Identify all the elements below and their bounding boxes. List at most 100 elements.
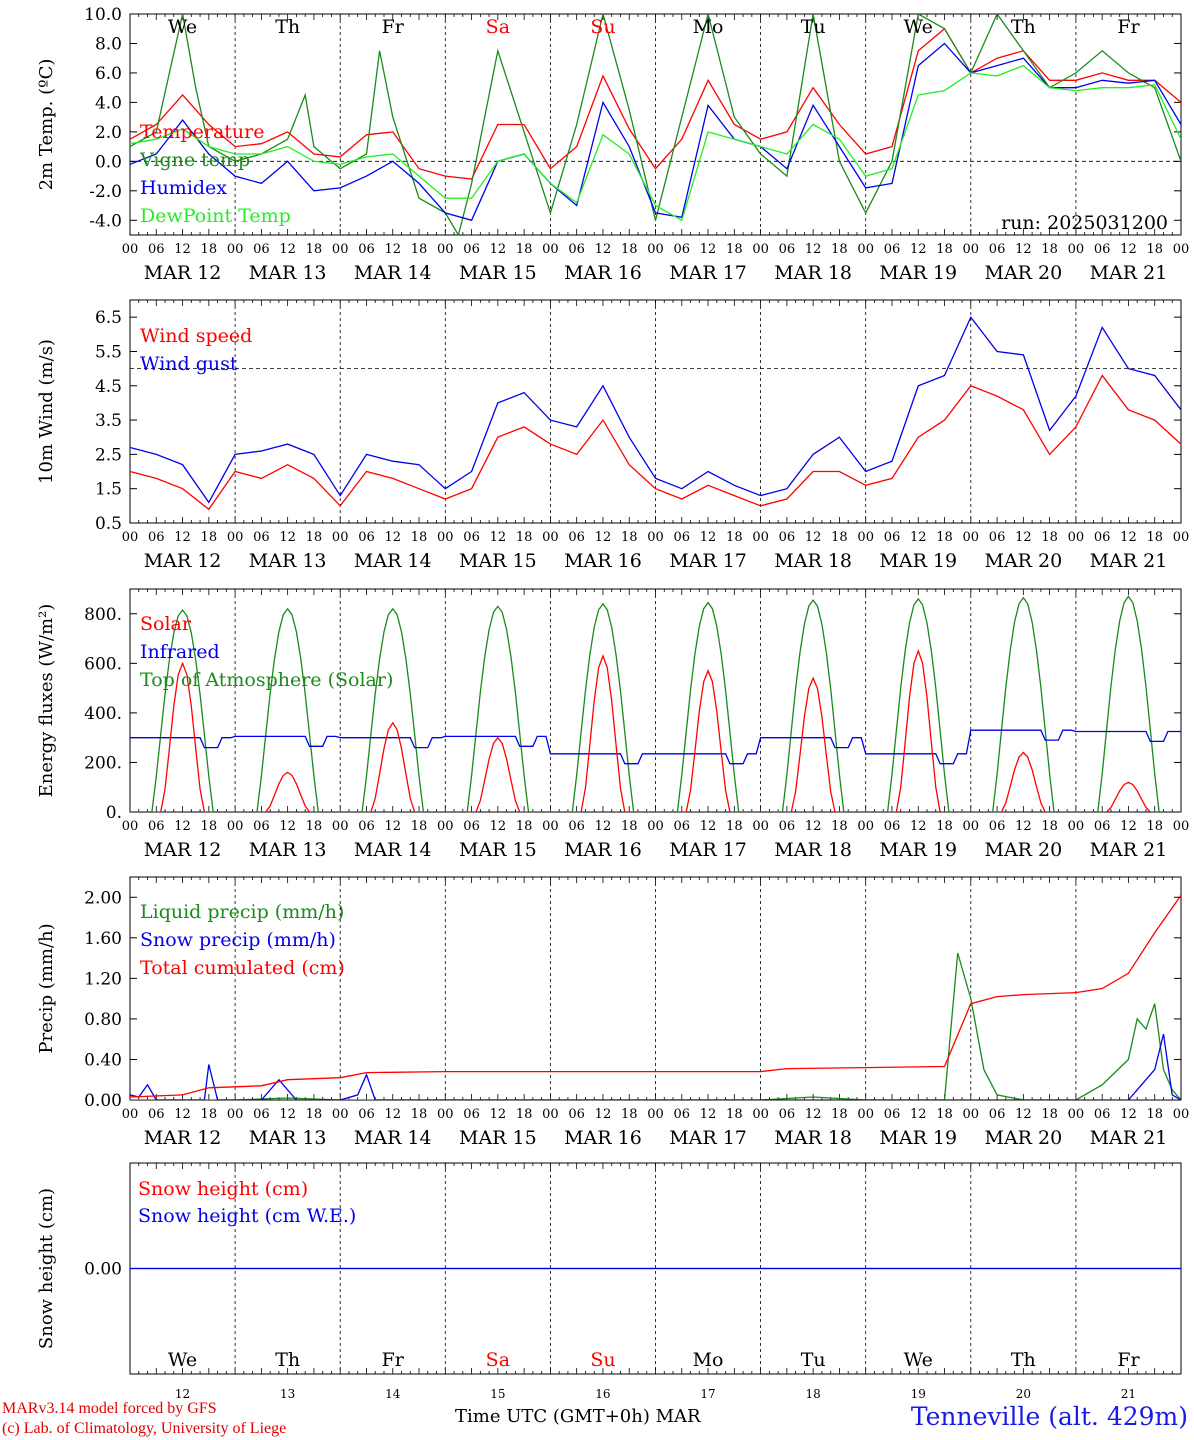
date-label: MAR 20 xyxy=(984,550,1062,572)
x-hour-label: 00 xyxy=(437,242,454,257)
date-label: MAR 16 xyxy=(564,262,642,284)
weekday-label: Sa xyxy=(486,16,510,38)
x-hour-label: 00 xyxy=(332,242,349,257)
x-hour-label: 12 xyxy=(700,819,717,834)
x-hour-label: 18 xyxy=(201,819,218,834)
date-label: MAR 20 xyxy=(984,839,1062,861)
x-hour-label: 06 xyxy=(568,530,585,545)
time-axis-title: Time UTC (GMT+0h) MAR xyxy=(455,1406,701,1427)
x-hour-label: 18 xyxy=(1146,530,1163,545)
x-hour-label: 18 xyxy=(306,530,323,545)
x-hour-label: 18 xyxy=(621,530,638,545)
x-hour-label: 06 xyxy=(779,819,796,834)
x-hour-label: 12 xyxy=(1120,530,1137,545)
x-hour-label: 00 xyxy=(752,1107,769,1122)
y-tick-label: 2.5 xyxy=(95,445,122,465)
series-dewpoint-temp xyxy=(130,64,1181,222)
date-label: MAR 15 xyxy=(459,839,537,861)
panel-frame xyxy=(129,588,1182,813)
x-hour-label: 18 xyxy=(201,530,218,545)
x-hour-label: 12 xyxy=(384,530,401,545)
day-number-label: 18 xyxy=(806,1387,821,1401)
date-label: MAR 12 xyxy=(144,262,222,284)
x-hour-label: 00 xyxy=(1068,1107,1085,1122)
y-tick-label: 0. xyxy=(106,803,122,823)
date-label: MAR 16 xyxy=(564,1127,642,1149)
legend-entry: DewPoint Temp xyxy=(140,205,291,227)
weekday-label: We xyxy=(904,16,933,38)
x-hour-label: 00 xyxy=(647,530,664,545)
x-hour-label: 18 xyxy=(621,819,638,834)
date-label: MAR 20 xyxy=(984,262,1062,284)
weekday-label-bottom: We xyxy=(904,1349,933,1371)
x-hour-label: 12 xyxy=(279,819,296,834)
x-hour-label: 00 xyxy=(437,530,454,545)
date-label: MAR 13 xyxy=(249,839,327,861)
x-hour-label: 00 xyxy=(963,1107,980,1122)
x-hour-label: 18 xyxy=(411,242,428,257)
date-label: MAR 17 xyxy=(669,550,747,572)
series-group xyxy=(130,595,1181,812)
x-hour-label: 00 xyxy=(752,530,769,545)
x-hour-label: 18 xyxy=(411,1107,428,1122)
y-tick-label: 0.00 xyxy=(84,1091,122,1111)
panel-precip: 0.00 0.40 0.80 1.20 1.60 2.00 Precip (mm/h) Liq… xyxy=(36,876,1189,1149)
legend-entry: Total cumulated (cm) xyxy=(140,957,345,979)
x-hour-label: 06 xyxy=(148,242,165,257)
station-name: Tenneville (alt. 429m) xyxy=(910,1402,1188,1431)
series-wind-speed xyxy=(130,374,1181,511)
x-hour-label: 00 xyxy=(857,530,874,545)
panel-energy: 0. 200. 400. 600. 800. Energy fluxes (W/m²) So… xyxy=(36,588,1190,861)
panel-snow: 0.00 Snow height (cm) Snow height (cm) Snow… xyxy=(36,1162,1182,1375)
x-hour-label: 12 xyxy=(805,242,822,257)
weekday-label-bottom: Su xyxy=(590,1349,615,1371)
x-hour-label: 00 xyxy=(1173,530,1190,545)
x-hour-label: 18 xyxy=(516,530,533,545)
legend-entry: Infrared xyxy=(140,641,220,663)
x-hour-label: 00 xyxy=(542,530,559,545)
x-hour-label: 00 xyxy=(1173,819,1190,834)
weekday-label: We xyxy=(168,16,197,38)
x-hour-label: 12 xyxy=(174,1107,191,1122)
x-hour-label: 12 xyxy=(805,530,822,545)
x-hour-label: 06 xyxy=(358,242,375,257)
series-infrared xyxy=(130,729,1181,765)
y-tick-label: 8.0 xyxy=(95,34,122,54)
y-tick-label: 1.20 xyxy=(84,969,122,989)
series-total-cumulated-cm- xyxy=(130,894,1181,1098)
x-hour-label: 06 xyxy=(989,1107,1006,1122)
series-wind-gust xyxy=(130,315,1181,504)
x-hour-label: 06 xyxy=(884,530,901,545)
x-hour-label: 06 xyxy=(674,1107,691,1122)
y-tick-label: 400. xyxy=(84,704,122,724)
x-hour-label: 06 xyxy=(358,530,375,545)
weekday-label: Th xyxy=(1011,16,1036,38)
y-tick-label: 1.5 xyxy=(95,480,122,500)
day-number-label: 14 xyxy=(385,1387,401,1401)
day-number-label: 16 xyxy=(595,1387,610,1401)
x-hour-label: 12 xyxy=(910,530,927,545)
x-hour-label: 06 xyxy=(779,530,796,545)
panel-wind: 0.5 1.5 2.5 3.5 4.5 5.5 6.5 10m Wind (m/s) Wind … xyxy=(36,299,1190,572)
date-label: MAR 19 xyxy=(879,1127,957,1149)
weekday-label-bottom: Th xyxy=(275,1349,300,1371)
x-hour-label: 18 xyxy=(1041,530,1058,545)
x-hour-label: 12 xyxy=(910,1107,927,1122)
x-hour-label: 12 xyxy=(805,1107,822,1122)
x-hour-label: 06 xyxy=(1094,819,1111,834)
date-label: MAR 19 xyxy=(879,839,957,861)
x-hour-label: 12 xyxy=(1015,819,1032,834)
x-hour-label: 12 xyxy=(174,242,191,257)
weekday-label-bottom: Tu xyxy=(801,1349,826,1371)
x-hour-label: 06 xyxy=(463,530,480,545)
legend-entry: Snow precip (mm/h) xyxy=(140,929,336,951)
x-hour-label: 00 xyxy=(1173,242,1190,257)
x-hour-label: 12 xyxy=(1120,819,1137,834)
y-axis-label: Precip (mm/h) xyxy=(36,923,57,1053)
x-hour-label: 18 xyxy=(831,242,848,257)
x-hour-label: 06 xyxy=(253,819,270,834)
x-hour-label: 00 xyxy=(122,530,139,545)
x-hour-label: 18 xyxy=(1041,1107,1058,1122)
date-label: MAR 19 xyxy=(879,550,957,572)
y-tick-label: 800. xyxy=(84,605,122,625)
